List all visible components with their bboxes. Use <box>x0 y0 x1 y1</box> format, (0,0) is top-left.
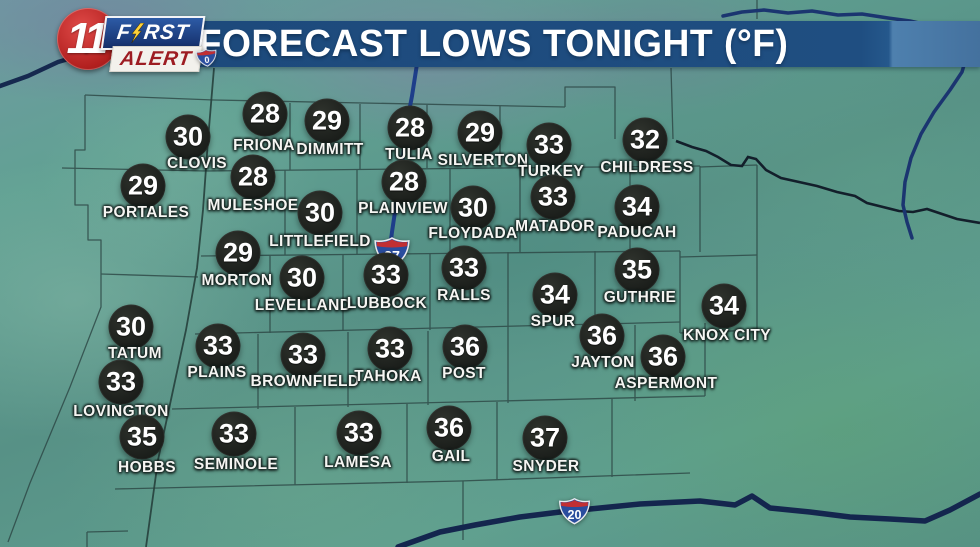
city-label: PADUCAH <box>597 224 677 241</box>
city-label: POST <box>442 365 486 382</box>
temp-bubble: 33 <box>280 332 326 378</box>
temp-bubble: 30 <box>450 185 496 231</box>
city-label: CHILDRESS <box>600 159 694 176</box>
title-banner: FORECAST LOWS TONIGHT (°F) <box>186 21 980 67</box>
temp-bubble: 34 <box>701 283 747 329</box>
mini-shield-number: 0 <box>204 55 210 65</box>
page-title: FORECAST LOWS TONIGHT (°F) <box>198 22 789 65</box>
temp-bubble: 36 <box>579 313 625 359</box>
temp-bubble: 35 <box>119 414 165 460</box>
city-label: JAYTON <box>571 354 635 371</box>
city-label: MULESHOE <box>207 197 299 214</box>
temp-bubble: 29 <box>215 230 261 276</box>
city-label: LAMESA <box>324 454 392 471</box>
city-label: BROWNFIELD <box>250 373 360 390</box>
city-label: SPUR <box>530 313 576 330</box>
city-label: FRIONA <box>233 137 295 154</box>
logo-mini-shield-icon: 0 <box>195 47 219 74</box>
temp-bubble: 33 <box>530 174 576 220</box>
city-label: TULIA <box>385 146 433 163</box>
temp-bubble: 33 <box>363 252 409 298</box>
temp-bubble: 29 <box>120 163 166 209</box>
city-label: LITTLEFIELD <box>269 233 371 250</box>
city-label: TATUM <box>108 345 162 362</box>
city-label: SEMINOLE <box>193 456 279 473</box>
city-label: LUBBOCK <box>346 295 428 312</box>
temp-bubble: 32 <box>622 117 668 163</box>
city-label: KNOX CITY <box>683 327 771 344</box>
interstate-20-line <box>395 491 980 547</box>
city-label: GUTHRIE <box>603 289 677 306</box>
temp-bubble: 33 <box>211 411 257 457</box>
city-label: MORTON <box>201 272 273 289</box>
city-label: DIMMITT <box>296 141 364 158</box>
temp-bubble: 36 <box>426 405 472 451</box>
temp-bubble: 36 <box>442 324 488 370</box>
temp-bubble: 28 <box>230 154 276 200</box>
temp-bubble: 30 <box>297 190 343 236</box>
city-label: PORTALES <box>102 204 190 221</box>
temp-bubble: 29 <box>457 110 503 156</box>
temp-bubble: 37 <box>522 415 568 461</box>
temp-bubble: 33 <box>367 326 413 372</box>
alert-wordmark: ALERT <box>109 46 203 72</box>
temp-bubble: 34 <box>614 184 660 230</box>
city-label: FLOYDADA <box>428 225 518 242</box>
first-text-post: RST <box>142 21 191 44</box>
lightning-bolt-icon <box>131 23 145 43</box>
city-label: PLAINVIEW <box>358 200 448 217</box>
temp-bubble: 35 <box>614 247 660 293</box>
city-label: ASPERMONT <box>614 375 718 392</box>
temp-bubble: 33 <box>98 359 144 405</box>
mini-shield-icon: 0 <box>195 49 217 67</box>
temp-bubble: 30 <box>108 304 154 350</box>
temp-bubble: 28 <box>242 91 288 137</box>
svg-text:20: 20 <box>567 507 581 521</box>
city-label: CLOVIS <box>166 155 228 172</box>
city-label: MATADOR <box>515 218 595 235</box>
river-line <box>675 139 980 225</box>
temp-bubble: 30 <box>165 114 211 160</box>
city-label: LEVELLAND <box>254 297 352 314</box>
temp-bubble: 30 <box>279 255 325 301</box>
alert-text: ALERT <box>118 47 194 70</box>
temp-bubble: 33 <box>336 410 382 456</box>
city-label: SNYDER <box>512 458 580 475</box>
temp-bubble: 36 <box>640 334 686 380</box>
temp-bubble: 33 <box>526 122 572 168</box>
temp-bubble: 34 <box>532 272 578 318</box>
city-label: TAHOKA <box>354 368 422 385</box>
city-label: RALLS <box>437 287 491 304</box>
temp-bubble: 33 <box>195 323 241 369</box>
city-label: GAIL <box>431 448 471 465</box>
temp-bubble: 28 <box>381 159 427 205</box>
temp-bubble: 28 <box>387 105 433 151</box>
city-label: TURKEY <box>517 163 585 180</box>
station-first-alert-logo: 11 F RST ALERT 0 <box>50 4 222 76</box>
temp-bubble: 29 <box>304 98 350 144</box>
city-label: HOBBS <box>118 459 176 476</box>
first-wordmark: F RST <box>100 16 206 50</box>
city-label: SILVERTON <box>437 152 529 169</box>
city-label: PLAINS <box>187 364 247 381</box>
interstate-20-shield-icon: 20 <box>558 497 591 531</box>
temp-bubble: 33 <box>441 245 487 291</box>
